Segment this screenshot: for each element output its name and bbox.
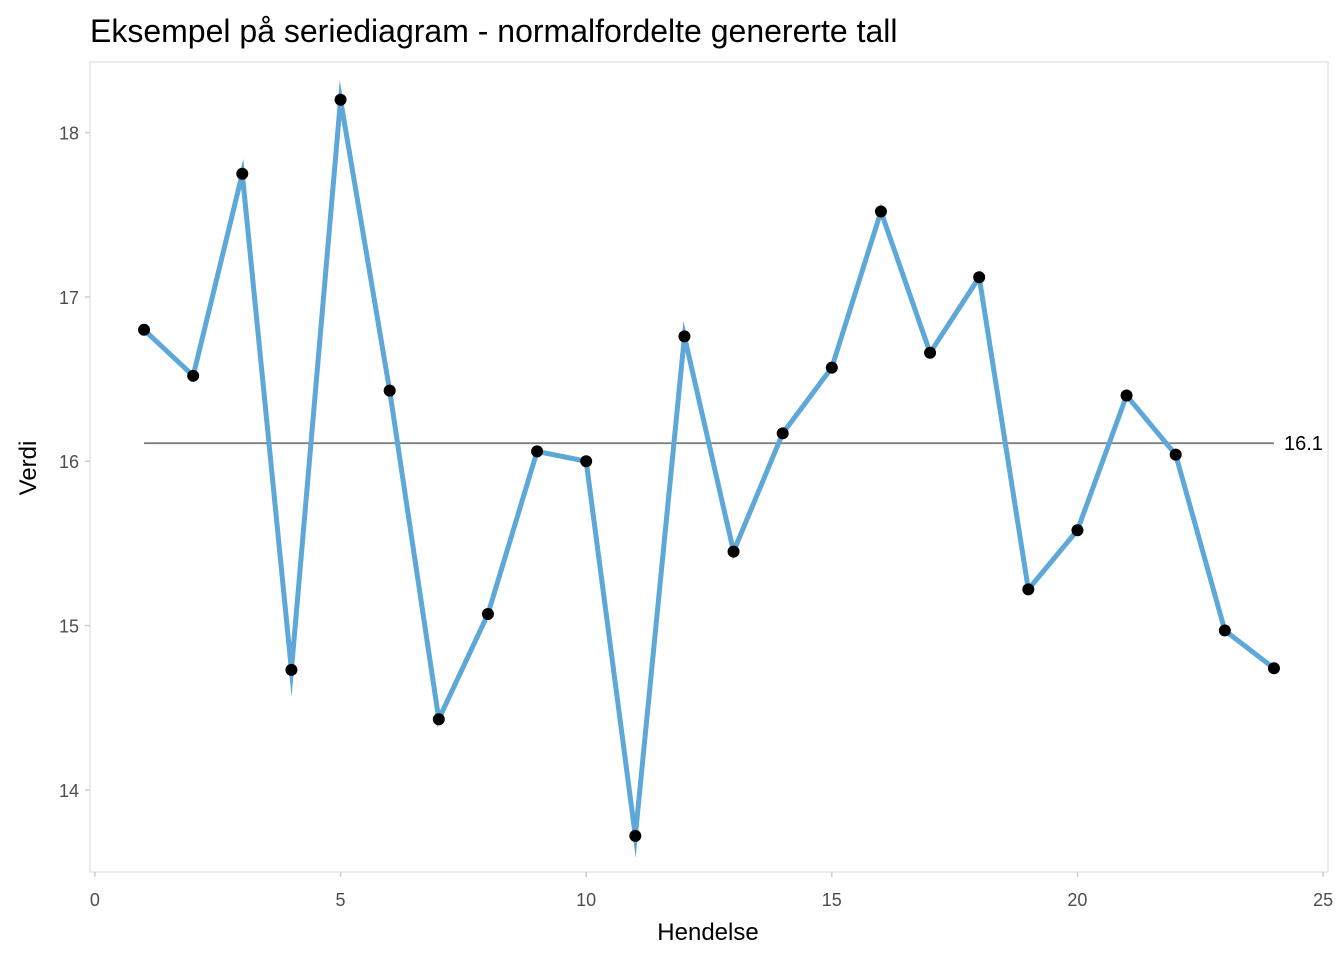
y-tick-label: 18 [59, 124, 79, 144]
data-point [383, 384, 396, 397]
y-axis: 14 15 16 17 18 [59, 124, 90, 801]
x-tick-label: 10 [576, 890, 596, 910]
y-tick-label: 17 [59, 288, 79, 308]
data-point [1218, 624, 1231, 637]
data-point [481, 608, 494, 621]
series-layer [142, 80, 1276, 858]
chart-title: Eksempel på seriediagram - normalfordelt… [90, 13, 898, 49]
data-point [924, 346, 937, 359]
series-line [142, 80, 1276, 858]
data-point [1267, 662, 1280, 675]
data-point [187, 369, 200, 382]
data-point [874, 205, 887, 218]
x-tick-label: 0 [90, 890, 100, 910]
data-point [727, 545, 740, 558]
x-tick-label: 20 [1067, 890, 1087, 910]
data-point [236, 167, 249, 180]
data-point [1120, 389, 1133, 402]
points-layer [138, 93, 1280, 842]
data-point [531, 445, 544, 458]
data-point [580, 455, 593, 468]
data-point [629, 829, 642, 842]
x-axis: 0 5 10 15 20 25 [90, 872, 1333, 910]
data-point [138, 323, 151, 336]
data-point [776, 427, 789, 440]
data-point [334, 93, 347, 106]
y-tick-label: 15 [59, 617, 79, 637]
x-tick-label: 5 [336, 890, 346, 910]
y-tick-label: 16 [59, 452, 79, 472]
data-point [1169, 448, 1182, 461]
data-point [678, 330, 691, 343]
y-tick-label: 14 [59, 781, 79, 801]
x-tick-label: 15 [822, 890, 842, 910]
x-tick-label: 25 [1313, 890, 1333, 910]
reference-line-label: 16.1 [1284, 433, 1323, 455]
plot-panel [89, 61, 1329, 873]
data-point [1022, 583, 1035, 596]
y-axis-title: Verdi [15, 441, 42, 496]
data-point [973, 271, 986, 284]
data-point [1071, 524, 1084, 537]
data-point [432, 713, 445, 726]
x-axis-title: Hendelse [657, 919, 758, 946]
data-point [285, 663, 298, 676]
data-point [825, 361, 838, 374]
